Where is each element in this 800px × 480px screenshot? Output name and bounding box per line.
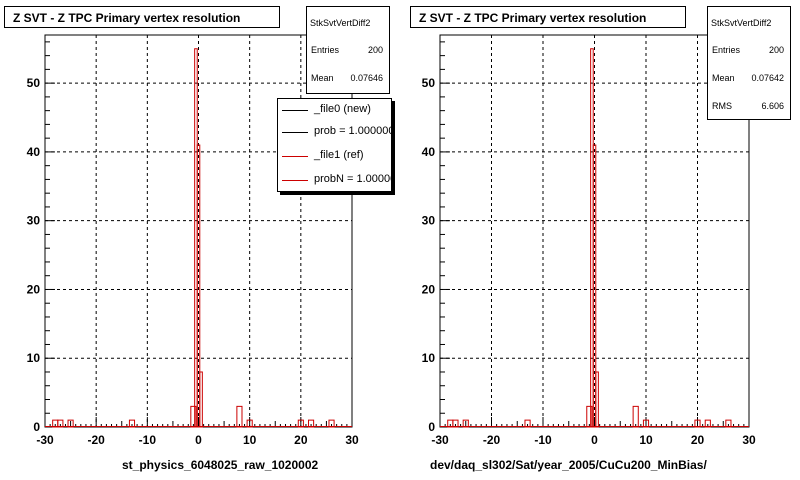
histogram-bar xyxy=(595,371,599,428)
y-tick-label: 10 xyxy=(27,351,41,365)
legend-entry: _file1 (ref) xyxy=(278,145,391,167)
y-tick-label: 40 xyxy=(27,145,41,159)
x-tick-label: 0 xyxy=(591,433,598,447)
legend-entry: prob = 1.000000 xyxy=(278,121,391,143)
legend-label: probN = 1.000000 xyxy=(314,173,391,185)
plot-title: Z SVT - Z TPC Primary vertex resolution xyxy=(4,6,280,28)
legend-swatch xyxy=(282,110,308,111)
y-tick-label: 0 xyxy=(33,420,40,434)
x-tick-label: -30 xyxy=(431,433,449,447)
legend-entry: probN = 1.000000 xyxy=(278,169,391,191)
y-tick-label: 50 xyxy=(27,76,41,90)
x-tick-label: 30 xyxy=(742,433,756,447)
histogram-pad-right: -30 -20 -10 0 10 20 30 0 10 20 30 40 50 Z SVT - Z TP… xyxy=(402,0,798,480)
stats-mean-value: 0.07642 xyxy=(751,73,784,83)
plot-title: Z SVT - Z TPC Primary vertex resolution xyxy=(410,6,686,28)
histogram-bar xyxy=(586,405,593,428)
legend-swatch xyxy=(282,180,308,181)
legend-label: prob = 1.000000 xyxy=(314,125,392,137)
histogram-plot-left: -30 -20 -10 0 10 20 30 0 10 20 30 40 50 xyxy=(27,34,359,447)
stats-name: StkSvtVertDiff2 xyxy=(310,18,371,28)
stats-box: StkSvtVertDiff2 Entries 200 Mean 0.07646 xyxy=(306,6,390,94)
stats-entries-value: 200 xyxy=(768,45,784,55)
stats-name: StkSvtVertDiff2 xyxy=(711,18,772,28)
legend-label: _file0 (new) xyxy=(314,103,371,115)
x-tick-label: 20 xyxy=(294,433,308,447)
y-tick-label: 10 xyxy=(422,351,436,365)
histogram-pad-left: -30 -20 -10 0 10 20 30 0 10 20 30 40 50 Z SVT - Z TP… xyxy=(0,0,396,480)
stats-mean-label: Mean xyxy=(311,73,334,83)
y-tick-label: 50 xyxy=(422,76,436,90)
stats-mean-value: 0.07646 xyxy=(350,73,383,83)
stats-entries-value: 200 xyxy=(367,45,383,55)
legend-label: _file1 (ref) xyxy=(314,149,364,161)
stats-rms-label: RMS xyxy=(712,101,732,111)
stats-mean-label: Mean xyxy=(712,73,735,83)
stats-entries-label: Entries xyxy=(712,45,741,55)
histogram-bar xyxy=(236,405,243,428)
histogram-bar xyxy=(190,405,197,428)
x-tick-label: 0 xyxy=(195,433,202,447)
histogram-bar xyxy=(199,371,203,428)
legend-swatch xyxy=(282,132,308,133)
plot-frame xyxy=(439,34,750,428)
legend-swatch xyxy=(282,156,308,157)
stats-box: StkSvtVertDiff2 Entries 200 Mean 0.07642… xyxy=(707,6,791,120)
x-tick-label: 30 xyxy=(345,433,359,447)
y-tick-label: 40 xyxy=(422,145,436,159)
x-tick-label: 20 xyxy=(691,433,705,447)
y-tick-label: 0 xyxy=(428,420,435,434)
x-tick-label: -20 xyxy=(483,433,501,447)
y-tick-label: 20 xyxy=(422,282,436,296)
x-tick-label: -10 xyxy=(534,433,552,447)
y-tick-label: 20 xyxy=(27,282,41,296)
legend-entry: _file0 (new) xyxy=(278,99,391,121)
x-tick-label: 10 xyxy=(639,433,653,447)
x-axis-label: dev/daq_sl302/Sat/year_2005/CuCu200_MinB… xyxy=(430,458,707,472)
histogram-bar xyxy=(632,405,639,428)
x-tick-label: -10 xyxy=(139,433,157,447)
y-tick-label: 30 xyxy=(27,214,41,228)
x-axis-label: st_physics_6048025_raw_1020002 xyxy=(122,458,319,472)
stats-rms-value: 6.606 xyxy=(761,101,784,111)
y-tick-label: 30 xyxy=(422,214,436,228)
stats-entries-label: Entries xyxy=(311,45,340,55)
x-tick-label: -20 xyxy=(87,433,105,447)
legend: _file0 (new) prob = 1.000000 _file1 (ref… xyxy=(277,98,392,192)
histogram-plot-right: -30 -20 -10 0 10 20 30 0 10 20 30 40 50 xyxy=(422,34,756,447)
x-tick-label: 10 xyxy=(243,433,257,447)
x-tick-label: -30 xyxy=(36,433,54,447)
